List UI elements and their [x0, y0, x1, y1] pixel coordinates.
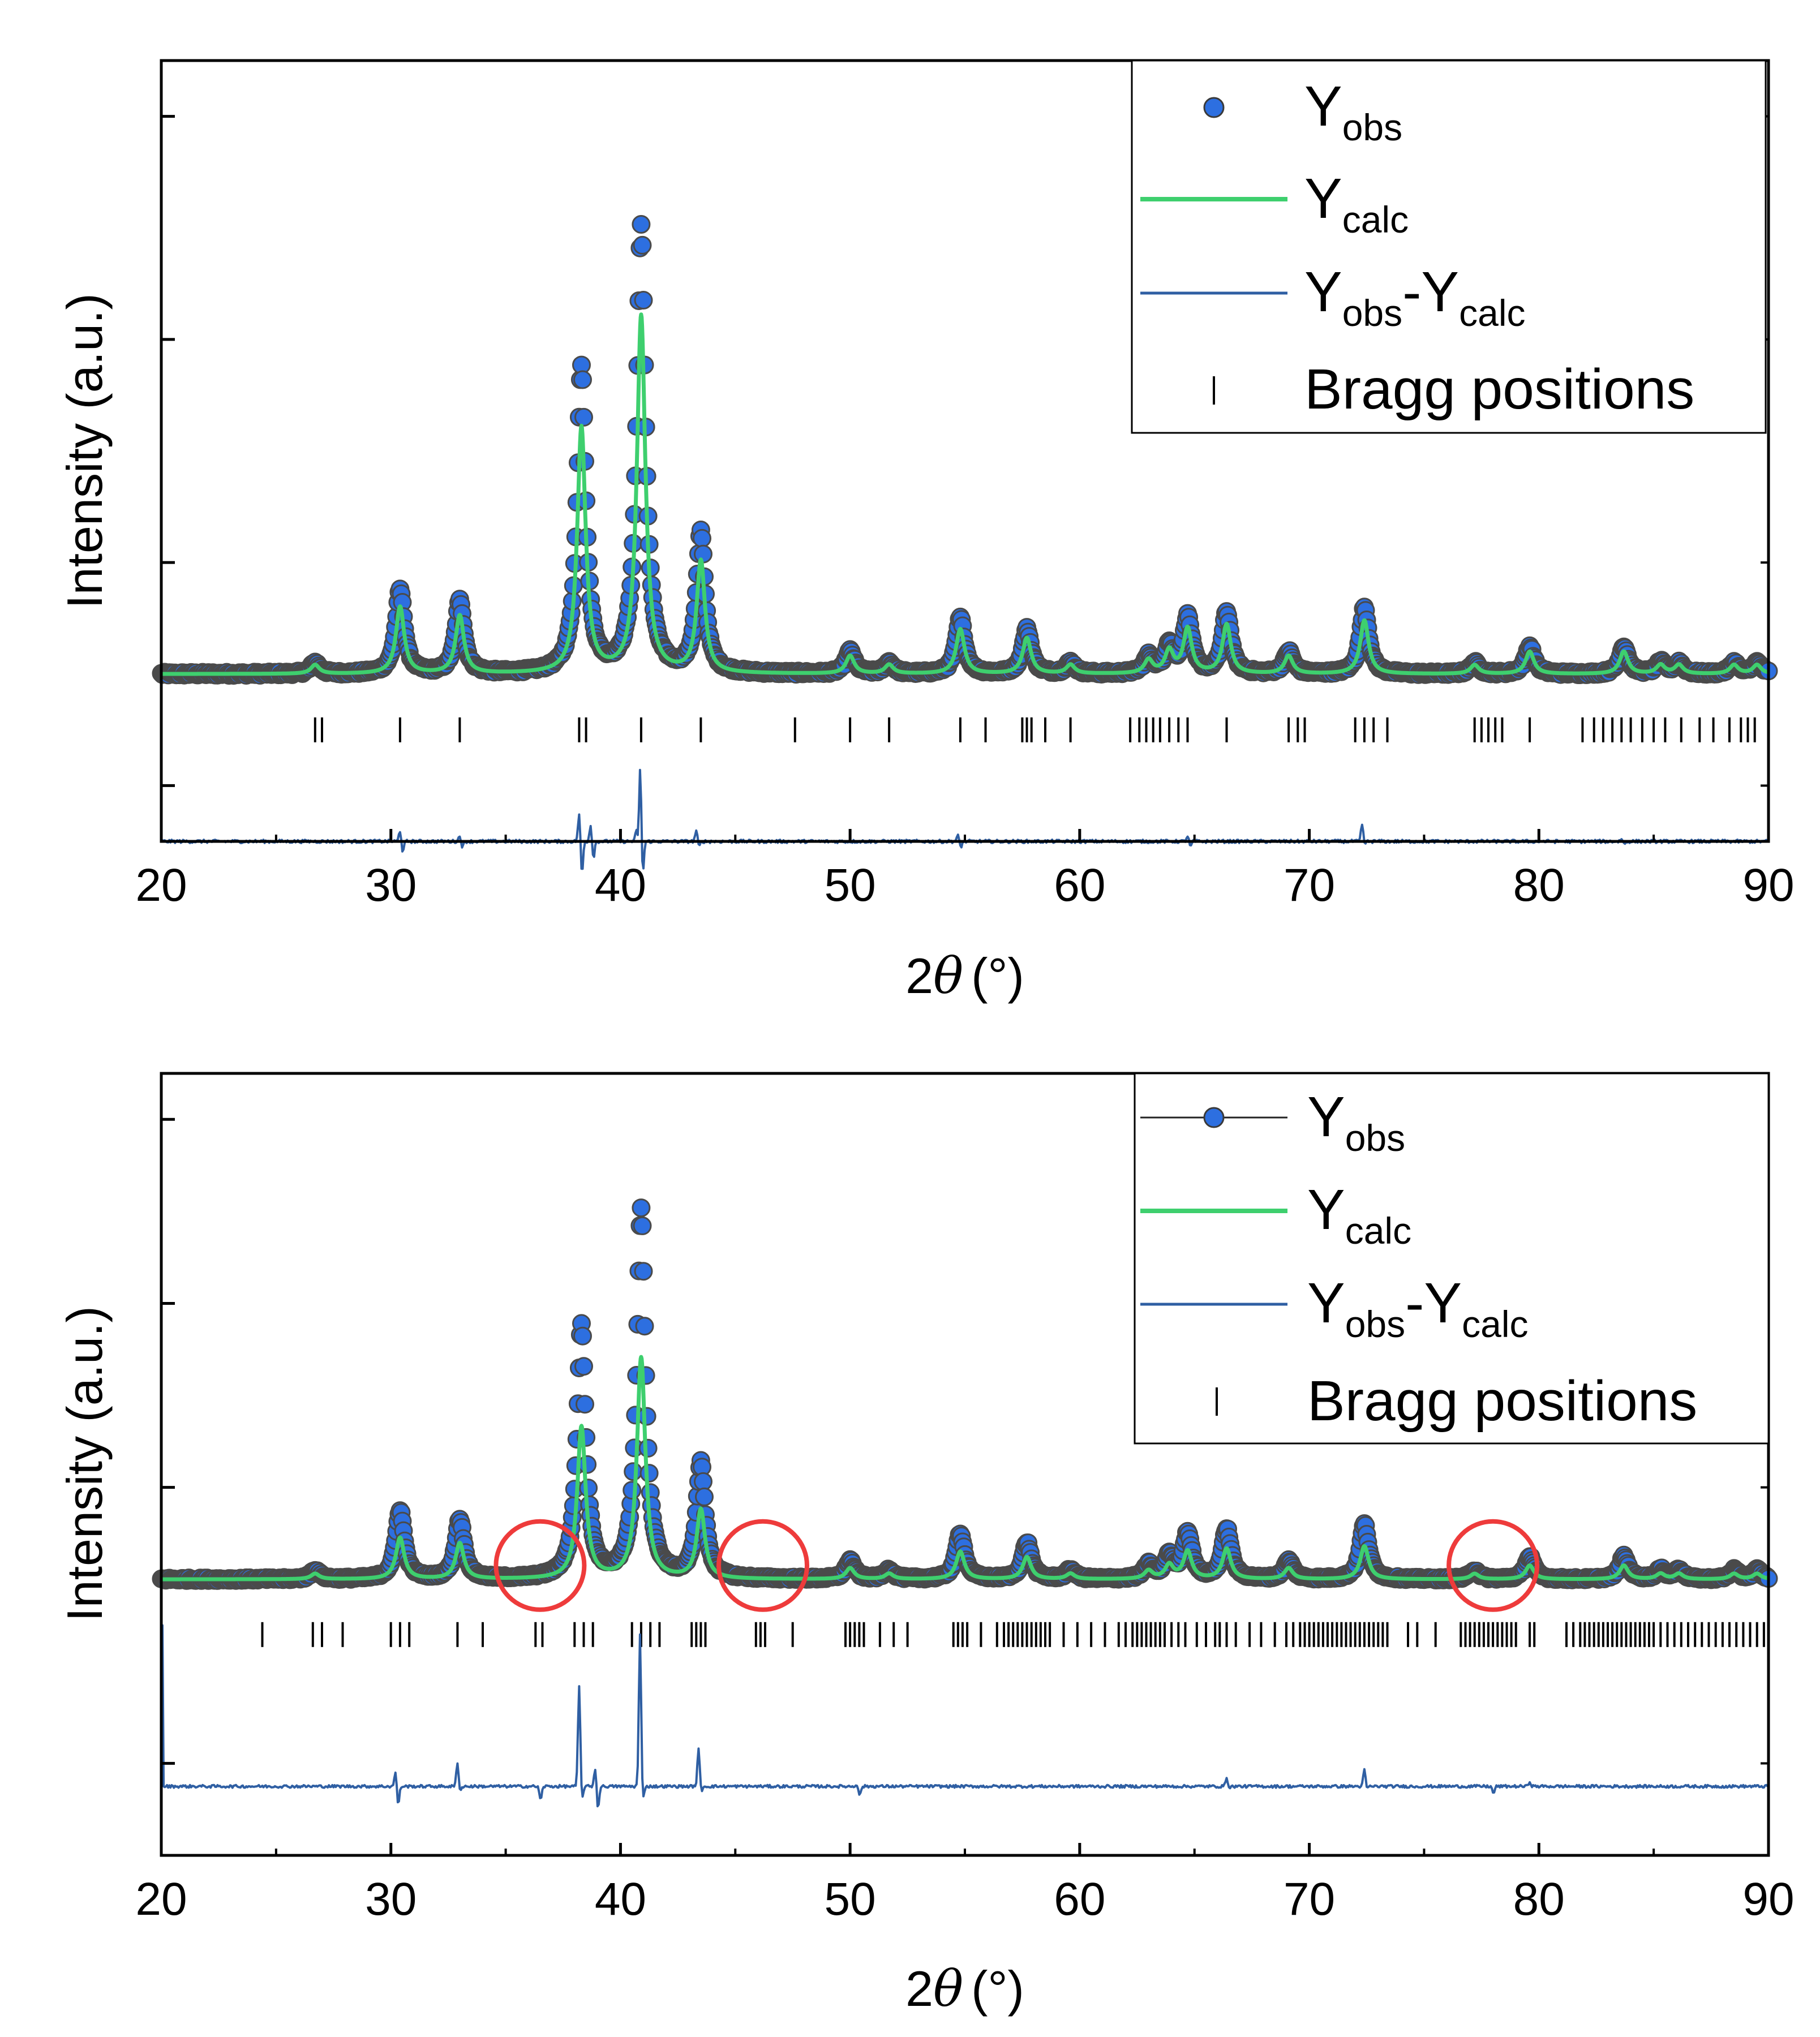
- top-x-tick-label: 80: [1513, 860, 1565, 911]
- bottom-y-axis-label: Intensity (a.u.): [57, 1306, 113, 1622]
- bottom-x-axis-label: 2θ (°): [905, 1959, 1024, 2018]
- bottom-x-tick-label: 80: [1513, 1873, 1565, 1925]
- top-x-tick-label: 90: [1742, 860, 1794, 911]
- top-panel: 20 30 40 50 60 70 80 90 Intensity (a.u.) 2θ (°) …: [57, 59, 1795, 1005]
- bottom-obs-point: [573, 1326, 592, 1346]
- bottom-obs-point: [574, 1357, 593, 1376]
- top-legend-bragg-label: Bragg positions: [1304, 358, 1694, 421]
- top-obs-point: [574, 407, 593, 427]
- bottom-obs-point: [579, 1479, 598, 1498]
- bottom-x-tick-label: 60: [1054, 1873, 1105, 1925]
- bottom-x-tick-label: 40: [595, 1873, 646, 1925]
- top-obs-point: [693, 528, 711, 548]
- bottom-obs-point: [576, 1395, 594, 1414]
- bottom-obs-point: [694, 1472, 712, 1491]
- bottom-x-tick-label: 70: [1284, 1873, 1335, 1925]
- bottom-obs-point: [578, 1455, 597, 1474]
- bottom-obs-point: [632, 1198, 651, 1218]
- bottom-x-tick-label: 20: [135, 1873, 187, 1925]
- top-obs-point: [632, 215, 651, 234]
- top-x-tick-label: 20: [135, 860, 187, 911]
- bottom-obs-point: [624, 1462, 643, 1481]
- bottom-bragg-ticks: [261, 1622, 1765, 1647]
- top-obs-point: [634, 291, 653, 310]
- top-x-tick-label: 40: [595, 860, 646, 911]
- bottom-obs-point: [633, 1216, 652, 1235]
- bottom-obs-point: [695, 1487, 714, 1506]
- top-y-axis-label: Intensity (a.u.): [57, 293, 113, 609]
- bottom-obs-point: [634, 1262, 653, 1281]
- top-diff-line: [160, 768, 1769, 870]
- bottom-diff-line: [161, 1624, 1769, 1808]
- top-legend-obs-marker: [1203, 97, 1225, 118]
- bottom-obs-point: [635, 1317, 654, 1336]
- top-bragg-ticks: [314, 717, 1756, 742]
- bottom-obs-point: [639, 1464, 659, 1483]
- bottom-obs-point: [623, 1481, 642, 1500]
- bottom-obs-point: [564, 1496, 583, 1515]
- bottom-legend-bragg-label: Bragg positions: [1307, 1369, 1697, 1433]
- top-x-tick-label: 60: [1054, 860, 1105, 911]
- bottom-legend-obs-marker: [1203, 1107, 1225, 1128]
- bottom-x-tick-label: 90: [1742, 1873, 1794, 1925]
- top-x-tick-label: 70: [1284, 860, 1335, 911]
- top-x-tick-label: 50: [825, 860, 876, 911]
- top-obs-point: [633, 235, 652, 255]
- bottom-panel: 20 30 40 50 60 70 80 90 Intensity (a.u.) 2θ (°) …: [57, 1072, 1795, 2018]
- top-obs-point: [573, 370, 592, 389]
- top-x-tick-label: 30: [365, 860, 417, 911]
- bottom-obs-point: [638, 1438, 658, 1458]
- bottom-x-tick-label: 30: [365, 1873, 417, 1925]
- bottom-obs-point: [637, 1407, 656, 1426]
- top-x-axis-label: 2θ (°): [905, 947, 1024, 1005]
- top-legend: Yobs Ycalc Yobs-Ycalc Bragg positions: [1131, 59, 1767, 434]
- bottom-legend: Yobs Ycalc Yobs-Ycalc Bragg positions: [1134, 1072, 1770, 1445]
- bottom-x-tick-label: 50: [825, 1873, 876, 1925]
